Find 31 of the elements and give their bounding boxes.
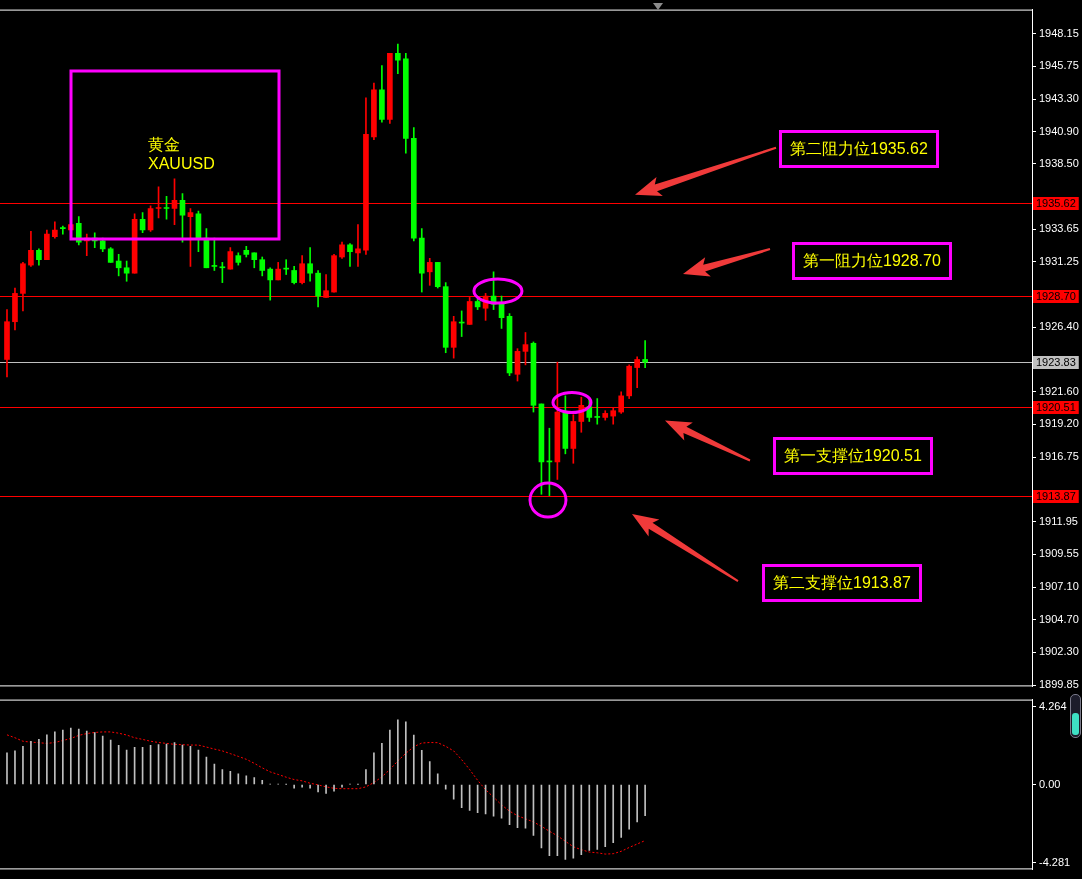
y-tick-label: 1938.50 (1039, 157, 1079, 169)
y-tick-label: 4.264 (1039, 699, 1067, 712)
y-tick-label: -4.281 (1039, 855, 1071, 868)
y-tick-label: 1945.75 (1039, 59, 1079, 72)
y-tick-label: 1948.15 (1039, 26, 1079, 39)
y-tick-label: 1943.30 (1039, 92, 1079, 105)
y-tick-label: 1919.20 (1039, 417, 1079, 430)
y-tick-label: 1902.30 (1039, 645, 1079, 658)
y-tick-label: 1907.10 (1039, 580, 1079, 593)
text: 黄金 (148, 136, 180, 154)
ref-line-label: 1920.51 (1036, 400, 1076, 413)
annotation: 第二阻力位1935.62 (779, 129, 939, 168)
y-tick-label: 1899.85 (1039, 678, 1079, 691)
y-tick-label: 1911.95 (1039, 514, 1078, 527)
y-tick-label: 1904.70 (1039, 612, 1079, 625)
ref-line-label: 1935.62 (1036, 196, 1076, 209)
ref-line-label: 1923.83 (1036, 355, 1076, 368)
y-tick-label: 1931.25 (1039, 254, 1079, 267)
y-tick-label: 1926.40 (1039, 320, 1079, 333)
text: XAUUSD (148, 155, 215, 173)
ref-line-label: 1928.70 (1036, 289, 1076, 302)
annotation: 第二支撑位1913.87 (762, 564, 922, 603)
y-tick-label: 1916.75 (1039, 450, 1079, 463)
y-tick-label: 0.00 (1039, 777, 1061, 790)
y-tick-label: 1921.60 (1039, 384, 1079, 397)
y-tick-label: 1909.55 (1039, 547, 1079, 560)
y-tick-label: 1933.65 (1039, 222, 1079, 235)
annotation: 第一阻力位1928.70 (792, 242, 952, 281)
y-tick-label: 1940.90 (1039, 124, 1079, 137)
annotation: 第一支撑位1920.51 (773, 436, 933, 475)
ref-line-label: 1913.87 (1036, 489, 1076, 502)
